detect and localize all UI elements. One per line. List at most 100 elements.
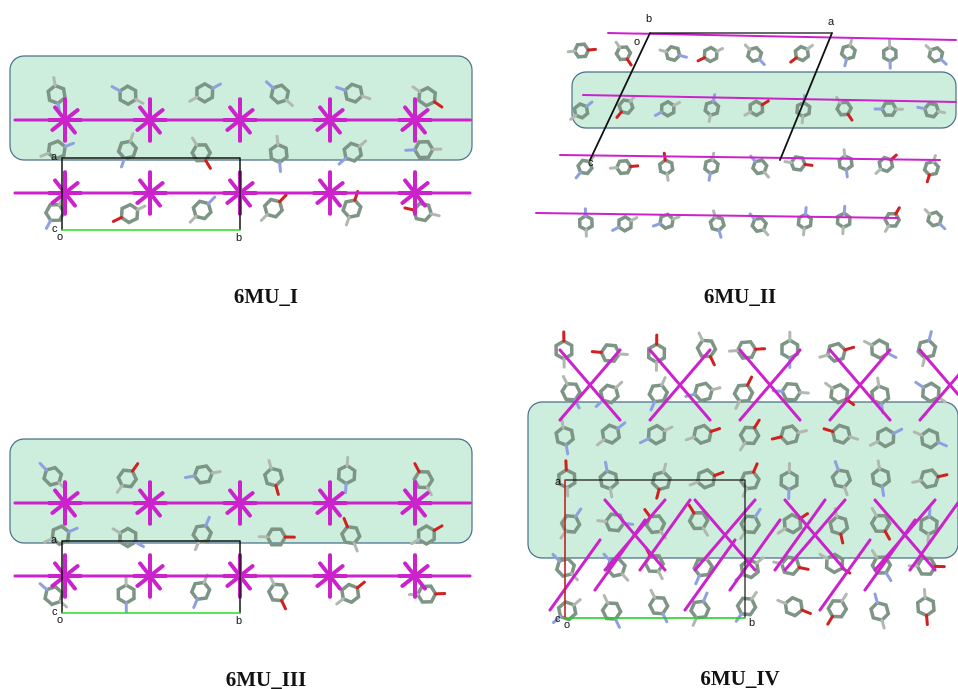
stack-line — [608, 33, 956, 40]
methyl-bond — [277, 136, 278, 144]
molecule-ring — [660, 214, 673, 228]
methyl-bond — [799, 431, 807, 433]
methyl-bond — [878, 378, 879, 386]
methyl-bond — [826, 383, 832, 388]
atom-bond — [748, 377, 752, 385]
molecule-ring — [666, 47, 680, 61]
axis-label: a — [51, 534, 58, 546]
atom-bond — [929, 332, 931, 341]
atom-bond — [759, 59, 764, 64]
molecule-ring — [562, 384, 580, 400]
atom-bond — [208, 197, 214, 203]
methyl-bond — [925, 210, 930, 214]
methyl-bond — [631, 218, 637, 221]
methyl-bond — [926, 46, 931, 50]
atom-bond — [918, 107, 925, 108]
methyl-bond — [712, 388, 720, 390]
atom-bond — [627, 59, 631, 65]
methyl-bond — [563, 377, 567, 384]
methyl-bond — [882, 620, 884, 628]
atom-bond — [929, 507, 930, 516]
methyl-bond — [764, 230, 768, 235]
atom-bond — [940, 224, 945, 229]
atom-bond — [882, 487, 883, 496]
methyl-bond — [800, 392, 808, 393]
molecule-ring — [691, 601, 709, 618]
methyl-bond — [190, 216, 196, 222]
panel-caption: 6MU_IV — [700, 666, 779, 689]
panel-caption: 6MU_III — [226, 667, 307, 689]
methyl-bond — [820, 355, 828, 357]
axis-label: a — [828, 16, 835, 28]
methyl-bond — [876, 169, 881, 173]
atom-bond — [631, 166, 638, 167]
molecule-ring — [842, 45, 856, 59]
methyl-bond — [431, 214, 439, 216]
methyl-bond — [804, 229, 805, 235]
methyl-bond — [261, 215, 267, 221]
methyl-bond — [730, 351, 738, 352]
methyl-bond — [660, 50, 666, 52]
molecule-ring — [884, 47, 896, 61]
atom-bond — [346, 484, 347, 493]
atom-bond — [719, 230, 721, 237]
molecule-ring — [603, 603, 621, 619]
methyl-bond — [610, 168, 616, 169]
atom-bond — [653, 224, 660, 226]
atom-bond — [280, 195, 286, 201]
molecule-ring — [918, 598, 934, 616]
methyl-bond — [924, 589, 925, 597]
atom-bond — [46, 220, 50, 228]
molecule-ring — [828, 601, 846, 617]
atom-bond — [845, 59, 847, 66]
molecule-ring — [269, 584, 287, 600]
atom-bond — [696, 576, 700, 584]
methyl-bond — [270, 577, 273, 584]
methyl-bond — [709, 115, 710, 121]
atom-bond — [405, 208, 414, 210]
molecule-ring — [192, 583, 210, 600]
methyl-bond — [865, 341, 872, 345]
atom-bond — [916, 382, 924, 387]
atom-bond — [791, 58, 797, 62]
atom-bond — [927, 615, 928, 624]
atom-bond — [606, 462, 608, 471]
methyl-bond — [764, 172, 768, 177]
molecule-ring — [575, 44, 589, 57]
molecule-ring — [580, 216, 592, 230]
molecule-ring — [619, 217, 631, 231]
methyl-bond — [562, 419, 563, 427]
axis-label: c — [555, 613, 561, 625]
methyl-bond — [347, 458, 348, 466]
molecule-ring — [118, 585, 134, 603]
methyl-bond — [778, 600, 786, 603]
methyl-bond — [616, 382, 622, 388]
methyl-bond — [269, 461, 271, 469]
methyl-bond — [802, 117, 803, 123]
atom-bond — [805, 208, 806, 215]
methyl-bond — [923, 358, 925, 366]
molecule-ring — [785, 598, 802, 616]
atom-bond — [756, 349, 765, 350]
atom-bond — [799, 567, 808, 569]
molecule-ring — [925, 162, 939, 175]
atom-bond — [888, 353, 896, 357]
axis-label: o — [57, 231, 63, 243]
methyl-bond — [658, 571, 662, 578]
molecule-ring — [831, 385, 848, 403]
methyl-bond — [885, 226, 888, 231]
molecule-ring — [122, 205, 138, 223]
atom-bond — [841, 534, 843, 543]
atom-bond — [896, 208, 900, 214]
atom-bond — [875, 594, 877, 603]
axis-label: o — [57, 614, 63, 626]
axis-label: b — [646, 13, 652, 25]
molecule-ring — [343, 200, 361, 217]
axis-label: a — [51, 151, 58, 163]
figure: acob6MU_Iacob6MU_IIIboac6MU_IIacob6MU_IV — [0, 0, 958, 689]
atom-bond — [40, 584, 47, 590]
methyl-bond — [745, 45, 749, 50]
methyl-bond — [138, 206, 145, 210]
axis-label: b — [236, 232, 242, 244]
methyl-bond — [598, 521, 606, 522]
